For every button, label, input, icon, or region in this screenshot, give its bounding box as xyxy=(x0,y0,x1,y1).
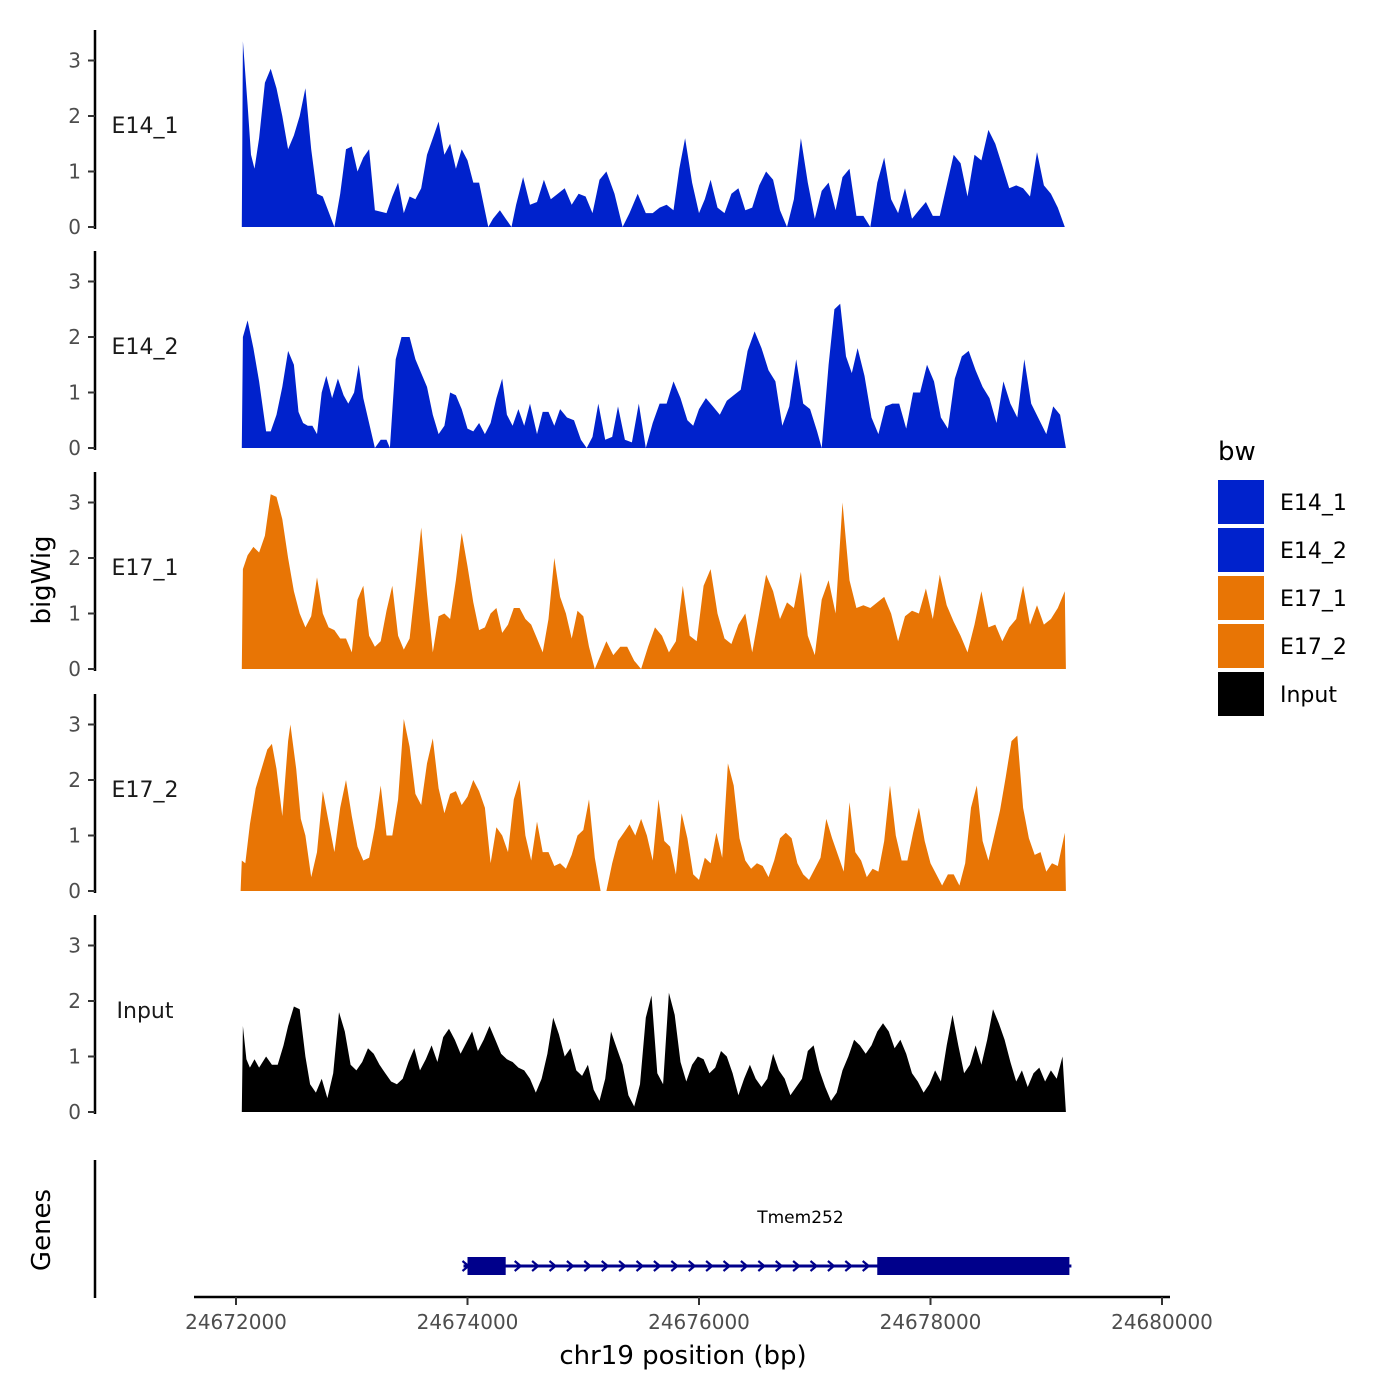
strand-arrow xyxy=(774,1260,784,1272)
coverage-area-e17-2 xyxy=(240,719,1066,891)
legend-key-e17-2 xyxy=(1218,624,1264,668)
strand-arrow xyxy=(635,1260,645,1272)
track-label-e17-1: E17_1 xyxy=(112,556,179,581)
y-tick-label: 1 xyxy=(68,1045,81,1069)
y-tick-label: 0 xyxy=(68,215,81,239)
legend-item: E14_2 xyxy=(1218,528,1347,572)
strand-arrow xyxy=(670,1260,680,1272)
coverage-area-e14-2 xyxy=(241,303,1066,448)
genes-panel: Tmem252 xyxy=(93,1160,1072,1298)
legend-label-input: Input xyxy=(1280,683,1337,708)
y-tick-label: 0 xyxy=(68,879,81,903)
y-axis-title: bigWig xyxy=(27,535,57,624)
strand-arrow xyxy=(827,1260,836,1272)
strand-arrow xyxy=(687,1260,697,1272)
legend-label-e14-1: E14_1 xyxy=(1280,491,1347,516)
strand-arrow xyxy=(583,1260,593,1272)
y-tick-label: 1 xyxy=(68,160,81,184)
y-tick-label: 3 xyxy=(68,934,81,958)
strand-arrow xyxy=(792,1260,801,1272)
gene-exon xyxy=(877,1257,1070,1275)
y-tick-label: 1 xyxy=(68,381,81,405)
track-e17-2: 0 1 2 3 E17_2 xyxy=(68,694,1066,903)
x-tick-label: 24680000 xyxy=(1111,1310,1213,1334)
track-label-e17-2: E17_2 xyxy=(112,778,179,803)
strand-arrow xyxy=(844,1260,854,1272)
track-e17-1: 0 1 2 3 E17_1 xyxy=(68,472,1066,681)
x-tick-label: 24676000 xyxy=(648,1310,750,1334)
legend-key-e14-2 xyxy=(1218,528,1264,572)
strand-arrow xyxy=(600,1260,610,1272)
gene-tmem252: Tmem252 xyxy=(461,1208,1072,1275)
y-tick-label: 0 xyxy=(68,657,81,681)
strand-arrow xyxy=(618,1260,627,1272)
strand-arrow xyxy=(861,1260,871,1272)
y-tick-label: 3 xyxy=(68,491,81,515)
legend-item: E17_1 xyxy=(1218,576,1347,620)
x-axis-title: chr19 position (bp) xyxy=(559,1341,806,1371)
y-tick-label: 0 xyxy=(68,1100,81,1124)
coverage-area-input xyxy=(241,992,1066,1112)
y-tick-label: 2 xyxy=(68,104,81,128)
strand-arrow xyxy=(757,1260,767,1272)
track-label-e14-2: E14_2 xyxy=(112,335,179,360)
strand-arrow xyxy=(740,1260,749,1272)
y-tick-label: 2 xyxy=(68,546,81,570)
track-e14-2: 0 1 2 3 E14_2 xyxy=(68,251,1066,460)
legend-key-input xyxy=(1218,672,1264,716)
y-tick-label: 1 xyxy=(68,824,81,848)
track-input: 0 1 2 3 Input xyxy=(68,915,1066,1124)
track-e14-1: 0 1 2 3 E14_1 xyxy=(68,30,1066,239)
strand-arrow xyxy=(548,1260,558,1272)
legend-item: E14_1 xyxy=(1218,480,1347,524)
x-tick-label: 24678000 xyxy=(880,1310,982,1334)
y-tick-label: 2 xyxy=(68,325,81,349)
gene-label-tmem252: Tmem252 xyxy=(756,1208,843,1228)
y-tick-label: 1 xyxy=(68,602,81,626)
y-tick-label: 2 xyxy=(68,989,81,1013)
strand-arrow xyxy=(531,1260,540,1272)
legend-title: bw xyxy=(1218,437,1256,467)
strand-arrow xyxy=(705,1260,714,1272)
legend-label-e17-2: E17_2 xyxy=(1280,635,1347,660)
gene-exon xyxy=(467,1257,506,1275)
legend-key-e17-1 xyxy=(1218,576,1264,620)
legend-key-e14-1 xyxy=(1218,480,1264,524)
strand-arrow xyxy=(653,1260,662,1272)
y-tick-label: 3 xyxy=(68,49,81,73)
y-tick-label: 2 xyxy=(68,768,81,792)
strand-arrow xyxy=(513,1260,523,1272)
legend: bw E14_1 E14_2 E17_1 E17_2 Input xyxy=(1218,437,1347,716)
track-label-input: Input xyxy=(117,999,174,1024)
coverage-area-e17-1 xyxy=(241,494,1066,669)
x-axis: 24672000 24674000 24676000 24678000 24680000 xyxy=(185,1295,1213,1334)
strand-arrow xyxy=(722,1260,732,1272)
coverage-area-e14-1 xyxy=(241,41,1066,227)
y-tick-label: 3 xyxy=(68,713,81,737)
legend-label-e17-1: E17_1 xyxy=(1280,587,1347,612)
x-tick-label: 24674000 xyxy=(417,1310,519,1334)
x-tick-label: 24672000 xyxy=(185,1310,287,1334)
y-tick-label: 0 xyxy=(68,436,81,460)
strand-arrow xyxy=(809,1260,819,1272)
strand-arrow xyxy=(566,1260,575,1272)
y-tick-label: 3 xyxy=(68,270,81,294)
coverage-tracks: 0 1 2 3 E14_1 0 1 2 3 E14_2 0 1 2 3 E17_1 0 1 2 3 E17_2 0 1 2 3… xyxy=(68,30,1066,1124)
legend-label-e14-2: E14_2 xyxy=(1280,539,1347,564)
genes-panel-title: Genes xyxy=(27,1189,57,1271)
track-label-e14-1: E14_1 xyxy=(112,114,179,139)
legend-item: E17_2 xyxy=(1218,624,1347,668)
legend-item: Input xyxy=(1218,672,1337,716)
